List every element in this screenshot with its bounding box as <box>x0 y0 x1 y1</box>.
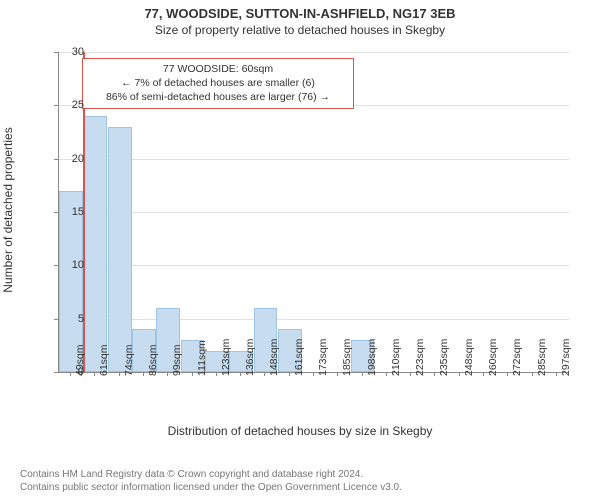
x-tick-mark <box>289 372 290 376</box>
y-tick-label: 5 <box>54 313 84 325</box>
y-tick-label: 15 <box>54 206 84 218</box>
chart-title-main: 77, WOODSIDE, SUTTON-IN-ASHFIELD, NG17 3… <box>0 0 600 21</box>
chart-title-sub: Size of property relative to detached ho… <box>0 21 600 37</box>
annotation-line-1: 77 WOODSIDE: 60sqm <box>89 62 347 76</box>
y-tick-mark <box>54 372 58 373</box>
annotation-line-3: 86% of semi-detached houses are larger (… <box>89 90 347 104</box>
footer-line-2: Contains public sector information licen… <box>20 481 580 494</box>
y-tick-mark <box>54 212 58 213</box>
x-tick-mark <box>410 372 411 376</box>
y-axis-label: Number of detached properties <box>1 127 15 292</box>
x-tick-mark <box>70 372 71 376</box>
x-tick-mark <box>240 372 241 376</box>
x-tick-mark <box>386 372 387 376</box>
x-tick-mark <box>192 372 193 376</box>
y-tick-label: 30 <box>54 46 84 58</box>
annotation-box: 77 WOODSIDE: 60sqm ← 7% of detached hous… <box>82 58 354 109</box>
histogram-bar <box>84 116 108 372</box>
x-tick-mark <box>556 372 557 376</box>
footer-line-1: Contains HM Land Registry data © Crown c… <box>20 468 580 481</box>
x-tick-mark <box>216 372 217 376</box>
x-tick-mark <box>434 372 435 376</box>
y-tick-label: 10 <box>54 259 84 271</box>
y-tick-mark <box>54 159 58 160</box>
grid-line <box>59 265 569 266</box>
y-tick-mark <box>54 105 58 106</box>
grid-line <box>59 52 569 53</box>
x-tick-mark <box>507 372 508 376</box>
x-tick-mark <box>313 372 314 376</box>
x-tick-mark <box>532 372 533 376</box>
y-tick-mark <box>54 265 58 266</box>
x-axis-label: Distribution of detached houses by size … <box>0 424 600 438</box>
y-tick-label: 25 <box>54 99 84 111</box>
y-tick-mark <box>54 319 58 320</box>
x-tick-mark <box>143 372 144 376</box>
x-tick-mark <box>264 372 265 376</box>
grid-line <box>59 212 569 213</box>
x-tick-mark <box>337 372 338 376</box>
grid-line <box>59 159 569 160</box>
annotation-line-2: ← 7% of detached houses are smaller (6) <box>89 76 347 90</box>
y-tick-mark <box>54 52 58 53</box>
x-tick-mark <box>94 372 95 376</box>
footer-attribution: Contains HM Land Registry data © Crown c… <box>20 468 580 494</box>
x-tick-mark <box>483 372 484 376</box>
x-tick-mark <box>459 372 460 376</box>
x-tick-mark <box>167 372 168 376</box>
histogram-bar <box>108 127 132 372</box>
x-tick-mark <box>119 372 120 376</box>
y-tick-label: 20 <box>54 153 84 165</box>
x-tick-mark <box>362 372 363 376</box>
grid-line <box>59 319 569 320</box>
